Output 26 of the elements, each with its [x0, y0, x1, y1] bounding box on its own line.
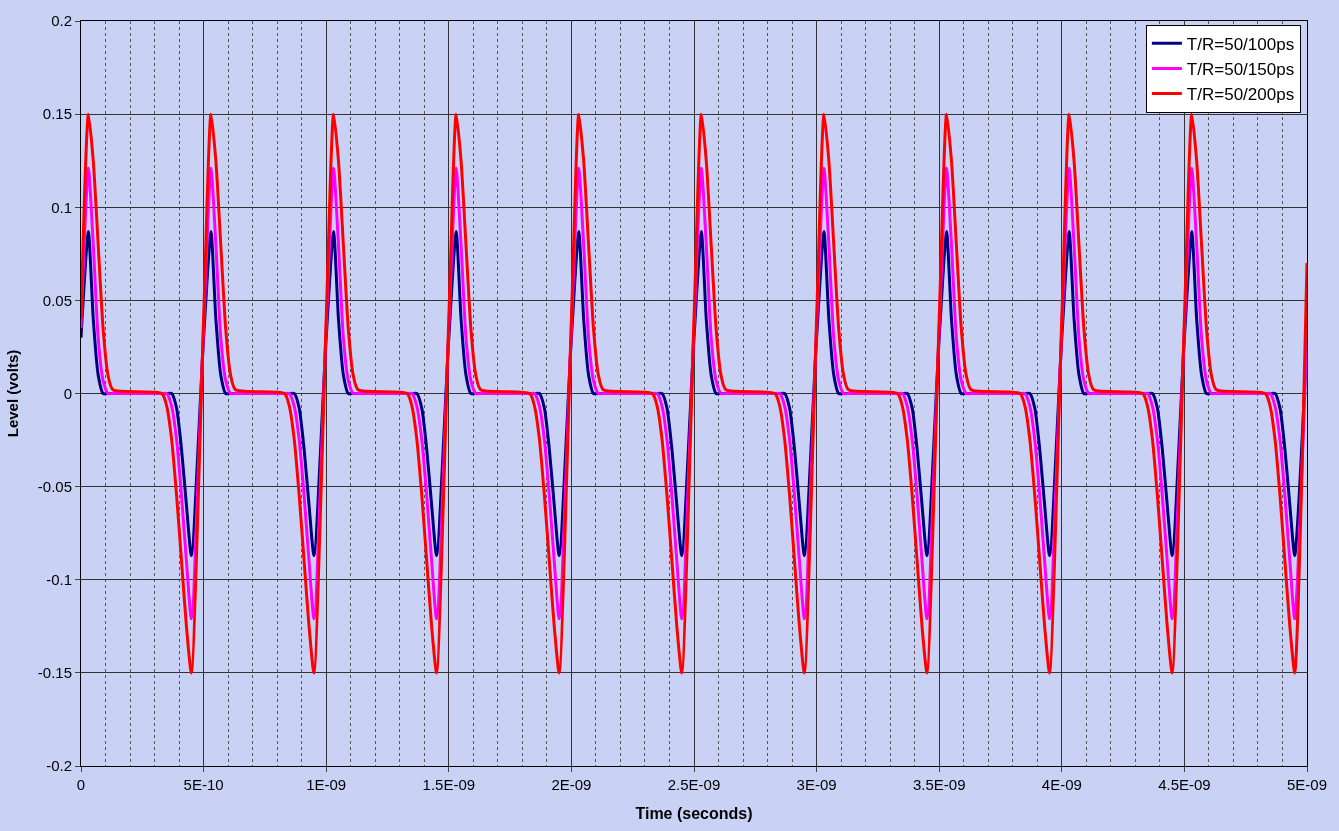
y-tick-label: 0.15 [42, 105, 72, 123]
x-tick-label: 1.5E-09 [422, 776, 476, 793]
line-series [81, 112, 1307, 675]
legend-label: T/R=50/150ps [1186, 60, 1295, 80]
x-tick-label: 5E-10 [183, 776, 224, 793]
y-axis-title: Level (volts) [4, 349, 22, 438]
y-tick-label: 0.1 [51, 198, 72, 216]
x-axis-title: Time (seconds) [635, 804, 753, 822]
legend-label: T/R=50/100ps [1186, 34, 1295, 54]
legend-label: T/R=50/200ps [1186, 85, 1295, 105]
x-tick-label: 5E-09 [1286, 776, 1328, 793]
x-tick-label: 4.5E-09 [1158, 776, 1211, 793]
y-tick-label: -0.1 [46, 571, 72, 588]
y-tick-label: 0.2 [51, 12, 72, 30]
y-tick-label: 0 [63, 384, 72, 402]
y-tick-label: 0.05 [42, 291, 72, 309]
x-tick-label: 3E-09 [796, 776, 837, 793]
x-tick-label: 0 [76, 776, 86, 793]
x-tick-label: 4E-09 [1041, 776, 1082, 793]
x-tick-label: 2E-09 [551, 776, 592, 793]
y-tick-label: -0.05 [37, 477, 72, 495]
y-tick-label: -0.15 [37, 664, 72, 682]
x-tick-label: 2.5E-09 [667, 776, 721, 793]
y-tick-label: -0.2 [46, 757, 72, 775]
x-tick-label: 3.5E-09 [912, 776, 966, 793]
x-tick-label: 1E-09 [306, 776, 347, 793]
